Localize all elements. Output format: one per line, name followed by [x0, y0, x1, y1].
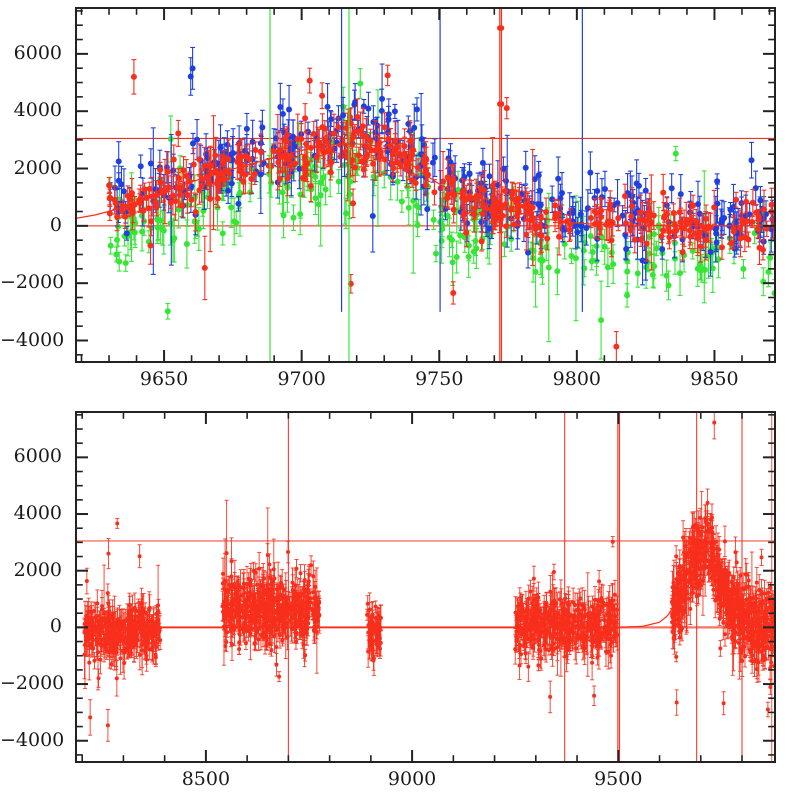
top-panel-model-curve: [76, 143, 775, 227]
bottom-panel-canvas: [76, 412, 775, 762]
bottom-panel-xtick-label: 9500: [594, 768, 643, 790]
top-panel-ytick-label: −2000: [0, 271, 65, 294]
bottom-panel-ytick-label: −2000: [0, 672, 65, 695]
top-panel-xtick-label: 9850: [690, 368, 739, 390]
top-panel-axes: [75, 7, 776, 363]
top-panel-ytick-label: 2000: [13, 156, 62, 179]
bottom-panel-ytick-label: 0: [49, 615, 62, 638]
bottom-panel-ytick-label: 2000: [13, 558, 62, 581]
bottom-panel-model-curve: [76, 545, 775, 628]
bottom-panel-ytick-label: 4000: [13, 502, 62, 525]
bottom-panel-ytick-label: −4000: [0, 728, 65, 751]
top-panel-xtick-label: 9750: [415, 368, 464, 390]
top-panel-ytick-label: 0: [49, 213, 62, 236]
top-panel-ytick-label: 4000: [13, 99, 62, 122]
top-panel-xtick-label: 9700: [277, 368, 326, 390]
bottom-panel-ytick-label: 6000: [13, 445, 62, 468]
bottom-panel-xtick-label: 9000: [387, 768, 437, 790]
top-panel-xtick-label: 9650: [139, 368, 189, 390]
bottom-panel-axes: [75, 411, 776, 763]
top-panel-xtick-label: 9800: [552, 368, 602, 390]
bottom-panel-xtick-label: 8500: [181, 768, 231, 790]
top-panel-ytick-label: 6000: [13, 41, 62, 64]
top-panel-canvas: [76, 8, 775, 362]
top-panel-ytick-label: −4000: [0, 328, 65, 351]
